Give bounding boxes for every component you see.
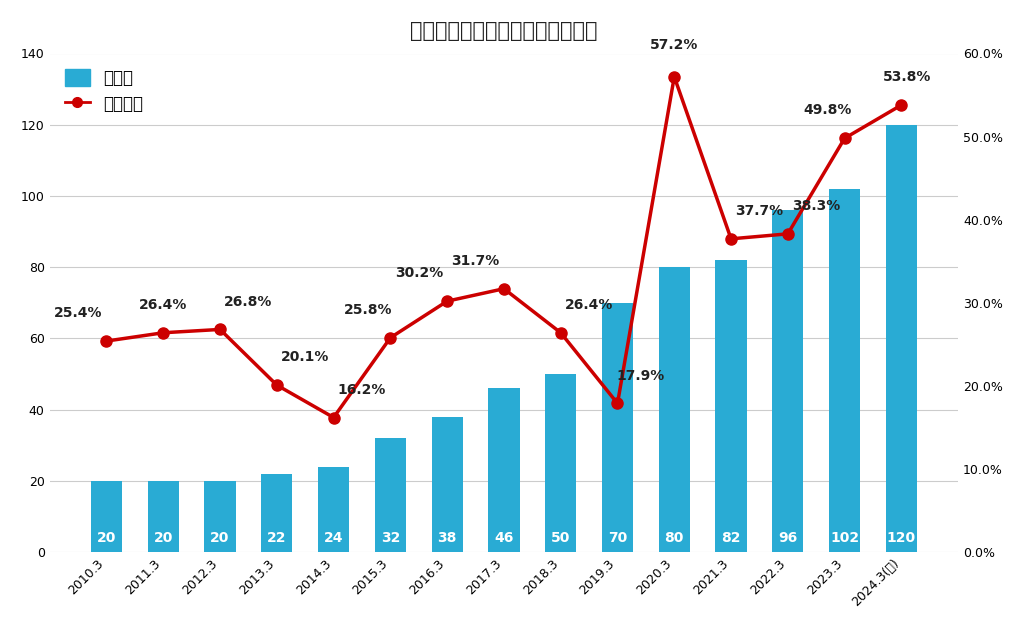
Text: 57.2%: 57.2% (650, 38, 698, 52)
Text: 32: 32 (381, 531, 400, 545)
Text: 25.4%: 25.4% (54, 306, 102, 320)
Text: 80: 80 (665, 531, 684, 545)
Bar (318, 467, 349, 552)
Text: 20: 20 (154, 531, 173, 545)
Text: 96: 96 (778, 531, 798, 545)
Text: 37.7%: 37.7% (735, 204, 783, 218)
Bar (261, 474, 293, 552)
Bar (602, 303, 633, 552)
Text: 82: 82 (721, 531, 740, 545)
Text: 22: 22 (267, 531, 287, 545)
Text: 17.9%: 17.9% (616, 369, 665, 382)
Text: 20.1%: 20.1% (281, 350, 330, 364)
Text: 26.4%: 26.4% (139, 298, 187, 312)
Title: 「配当金」・「配当性向」の推移: 「配当金」・「配当性向」の推移 (411, 21, 598, 41)
Text: 38: 38 (437, 531, 457, 545)
Text: 24: 24 (324, 531, 343, 545)
Bar (772, 210, 804, 552)
Bar (658, 267, 690, 552)
Text: 49.8%: 49.8% (804, 103, 852, 117)
Text: 46: 46 (495, 531, 514, 545)
Text: 30.2%: 30.2% (394, 266, 443, 280)
Text: 50: 50 (551, 531, 570, 545)
Text: 20: 20 (210, 531, 229, 545)
Bar (886, 125, 918, 552)
Text: 25.8%: 25.8% (343, 303, 392, 317)
Bar (829, 189, 860, 552)
Bar (716, 260, 746, 552)
Text: 26.8%: 26.8% (224, 295, 272, 309)
Legend: 配当金, 配当性向: 配当金, 配当性向 (58, 62, 150, 120)
Bar (375, 438, 406, 552)
Text: 26.4%: 26.4% (565, 298, 613, 312)
Text: 70: 70 (608, 531, 627, 545)
Bar (545, 374, 577, 552)
Bar (488, 388, 519, 552)
Bar (431, 417, 463, 552)
Text: 31.7%: 31.7% (452, 254, 500, 268)
Text: 53.8%: 53.8% (883, 71, 931, 84)
Text: 120: 120 (887, 531, 915, 545)
Bar (147, 481, 179, 552)
Bar (91, 481, 122, 552)
Text: 102: 102 (830, 531, 859, 545)
Text: 20: 20 (97, 531, 116, 545)
Text: 16.2%: 16.2% (338, 383, 386, 397)
Bar (205, 481, 236, 552)
Text: 38.3%: 38.3% (793, 199, 841, 213)
